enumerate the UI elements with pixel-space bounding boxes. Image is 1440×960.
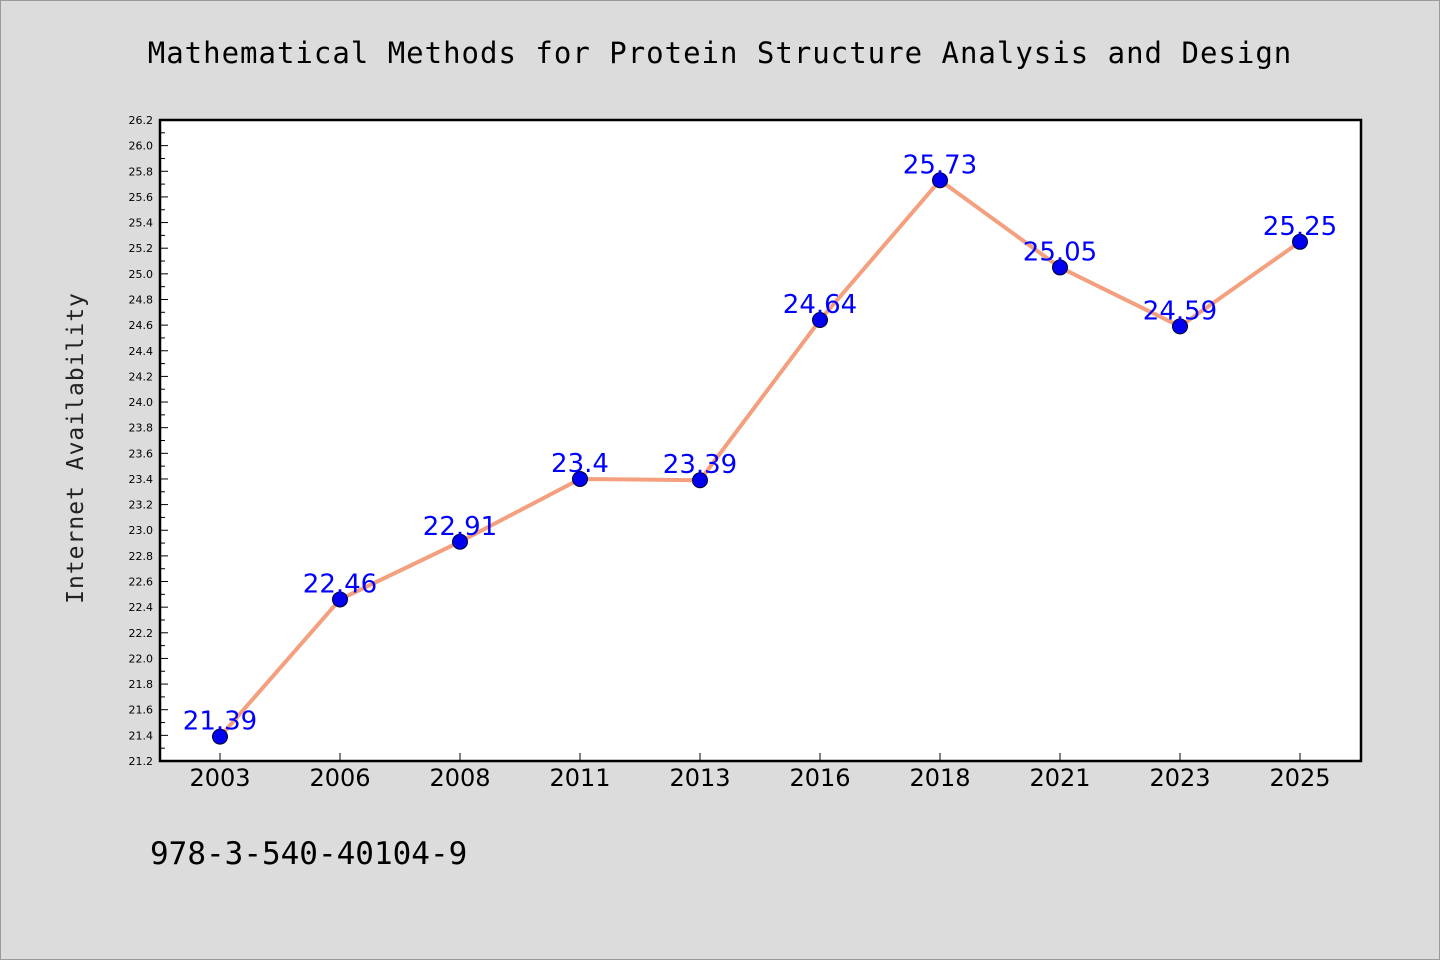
y-tick-label: 23.2 bbox=[129, 499, 154, 512]
data-label: 25.05 bbox=[1023, 237, 1097, 267]
footer-isbn: 978-3-540-40104-9 bbox=[150, 836, 467, 872]
y-tick-label: 24.4 bbox=[129, 345, 154, 358]
chart-title: Mathematical Methods for Protein Structu… bbox=[148, 36, 1293, 70]
data-label: 21.39 bbox=[183, 707, 257, 737]
y-tick-label: 22.8 bbox=[129, 550, 154, 563]
data-label: 24.59 bbox=[1143, 296, 1217, 326]
x-tick-label: 2016 bbox=[789, 764, 850, 792]
x-axis: 2003 2006 2008 2011 2013 2016 2018 2021 2023 2025 bbox=[189, 753, 1331, 792]
y-tick-label: 21.4 bbox=[129, 729, 154, 742]
y-tick-label: 22.0 bbox=[129, 652, 154, 665]
y-tick-label: 25.4 bbox=[129, 217, 154, 230]
y-tick-label: 23.4 bbox=[129, 473, 154, 486]
series-group: 21.39 22.46 22.91 23.4 23.39 24.64 25.73 25.05 2… bbox=[183, 150, 1337, 745]
x-tick-label: 2013 bbox=[669, 764, 730, 792]
data-label: 25.73 bbox=[903, 150, 977, 180]
data-label: 24.64 bbox=[783, 290, 857, 320]
data-point bbox=[1172, 318, 1188, 335]
x-tick-label: 2021 bbox=[1029, 764, 1090, 792]
y-tick-label: 23.0 bbox=[129, 524, 154, 537]
data-point bbox=[932, 172, 948, 189]
x-tick-label: 2018 bbox=[909, 764, 970, 792]
y-tick-label: 26.0 bbox=[129, 140, 154, 153]
x-tick-label: 2003 bbox=[189, 764, 250, 792]
plot-area bbox=[158, 118, 1363, 763]
y-tick-label: 25.0 bbox=[129, 268, 154, 281]
y-tick-label: 22.2 bbox=[129, 627, 154, 640]
y-tick-label: 24.0 bbox=[129, 396, 154, 409]
data-label: 23.4 bbox=[551, 449, 609, 479]
data-point bbox=[812, 311, 828, 328]
data-label: 25.25 bbox=[1263, 212, 1337, 242]
y-tick-label: 26.2 bbox=[129, 114, 154, 127]
data-point bbox=[212, 728, 228, 745]
data-point bbox=[1052, 259, 1068, 276]
data-point bbox=[692, 472, 708, 489]
y-tick-label: 21.6 bbox=[129, 704, 154, 717]
x-tick-label: 2025 bbox=[1269, 764, 1330, 792]
y-tick-label: 25.8 bbox=[129, 165, 154, 178]
y-tick-label: 23.8 bbox=[129, 422, 154, 435]
y-tick-label: 24.6 bbox=[129, 319, 154, 332]
data-point bbox=[1292, 233, 1308, 250]
series-line bbox=[218, 178, 1302, 738]
y-axis-label: Internet Availability bbox=[63, 292, 89, 604]
x-tick-label: 2011 bbox=[549, 764, 610, 792]
data-label: 22.46 bbox=[303, 569, 377, 599]
data-point bbox=[572, 470, 588, 487]
y-tick-label: 25.2 bbox=[129, 242, 154, 255]
y-tick-label: 24.8 bbox=[129, 293, 154, 306]
x-tick-label: 2023 bbox=[1149, 764, 1210, 792]
y-axis: 21.2 21.4 21.6 21.8 22.0 22.2 22.4 22.6 22.8 23.0… bbox=[129, 114, 168, 768]
y-tick-label: 24.2 bbox=[129, 370, 154, 383]
y-tick-label: 22.4 bbox=[129, 601, 154, 614]
data-label: 22.91 bbox=[423, 512, 497, 542]
data-label: 23.39 bbox=[663, 450, 737, 480]
x-tick-label: 2008 bbox=[429, 764, 490, 792]
y-tick-label: 23.6 bbox=[129, 447, 154, 460]
data-point bbox=[332, 591, 348, 608]
y-tick-label: 21.2 bbox=[129, 755, 154, 768]
data-point bbox=[452, 533, 468, 550]
x-tick-label: 2006 bbox=[309, 764, 370, 792]
y-tick-label: 22.6 bbox=[129, 576, 154, 589]
y-tick-label: 25.6 bbox=[129, 191, 154, 204]
y-tick-label: 21.8 bbox=[129, 678, 154, 691]
